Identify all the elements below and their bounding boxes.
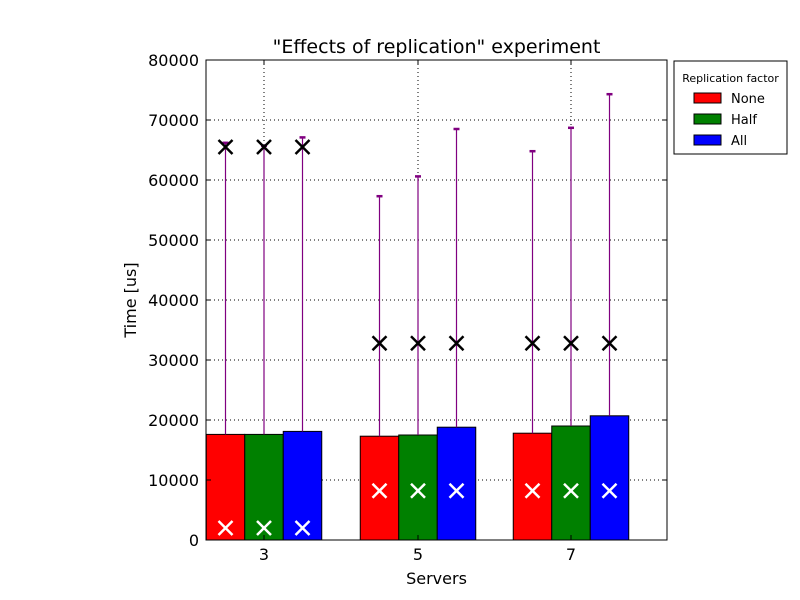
y-axis-label: Time [us] — [121, 262, 140, 338]
min-marker-stroke — [601, 482, 618, 499]
max-marker — [256, 139, 272, 155]
min-marker-stroke — [563, 482, 579, 499]
x-tick-label: 5 — [413, 545, 423, 564]
y-tick-label: 50000 — [148, 231, 199, 250]
min-marker-stroke — [371, 482, 388, 499]
max-marker-stroke — [410, 335, 426, 352]
bars — [205, 415, 630, 541]
min-marker — [217, 520, 234, 536]
y-tick-label: 60000 — [148, 171, 199, 190]
min-marker — [448, 482, 465, 499]
min-marker-stroke — [524, 482, 541, 499]
bar-all — [436, 426, 477, 541]
y-tick-label: 40000 — [148, 291, 199, 310]
min-marker-stroke — [256, 520, 272, 536]
x-tick-label: 7 — [566, 545, 576, 564]
bar-half — [551, 425, 591, 541]
min-marker-stroke — [410, 482, 426, 499]
max-marker-stroke — [563, 335, 579, 352]
legend-box — [673, 60, 788, 155]
legend: Replication factor None Half All — [673, 60, 788, 155]
min-marker — [563, 482, 579, 499]
legend-label-none: None — [731, 92, 765, 107]
max-marker — [524, 335, 541, 352]
min-marker — [256, 520, 272, 536]
bar-none — [359, 435, 400, 541]
max-marker — [448, 335, 465, 352]
min-marker — [294, 520, 311, 536]
min-marker-stroke — [448, 482, 465, 499]
legend-title: Replication factor — [682, 72, 779, 85]
y-tick-label: 20000 — [148, 411, 199, 430]
min-marker — [410, 482, 426, 499]
legend-label-all: All — [731, 134, 747, 149]
max-marker-stroke — [217, 139, 234, 155]
max-marker — [294, 139, 311, 155]
legend-swatch-all — [693, 134, 722, 146]
max-marker — [410, 335, 426, 352]
bar-half — [398, 434, 438, 541]
min-marker — [601, 482, 618, 499]
legend-label-half: Half — [731, 113, 757, 128]
min-marker — [524, 482, 541, 499]
bar-all — [589, 415, 630, 541]
max-marker-stroke — [294, 139, 311, 155]
max-marker-stroke — [371, 335, 388, 352]
y-tick-label: 70000 — [148, 111, 199, 130]
max-marker-stroke — [448, 335, 465, 352]
max-marker-stroke — [601, 335, 618, 352]
min-marker — [371, 482, 388, 499]
bar-all — [282, 430, 323, 541]
max-marker — [371, 335, 388, 352]
max-marker — [563, 335, 579, 352]
y-tick-label: 80000 — [148, 51, 199, 70]
max-marker-stroke — [256, 139, 272, 155]
legend-swatch-half — [693, 113, 722, 125]
min-marker-stroke — [294, 520, 311, 536]
max-marker-stroke — [524, 335, 541, 352]
bar-none — [512, 432, 553, 541]
chart-title: "Effects of replication" experiment — [273, 36, 601, 58]
ticks: 0 10000 20000 30000 40000 50000 60000 70000 8000… — [148, 51, 667, 564]
y-tick-label: 10000 — [148, 471, 199, 490]
min-marker-stroke — [217, 520, 234, 536]
bar-half — [244, 433, 284, 541]
error-bars — [222, 92, 613, 437]
max-marker — [601, 335, 618, 352]
bar-none — [205, 433, 246, 541]
x-axis-label: Servers — [406, 569, 467, 588]
max-marker — [217, 139, 234, 155]
x-tick-label: 3 — [259, 545, 269, 564]
y-tick-label: 30000 — [148, 351, 199, 370]
y-tick-label: 0 — [189, 531, 199, 550]
markers — [217, 139, 618, 536]
legend-swatch-none — [693, 92, 722, 104]
